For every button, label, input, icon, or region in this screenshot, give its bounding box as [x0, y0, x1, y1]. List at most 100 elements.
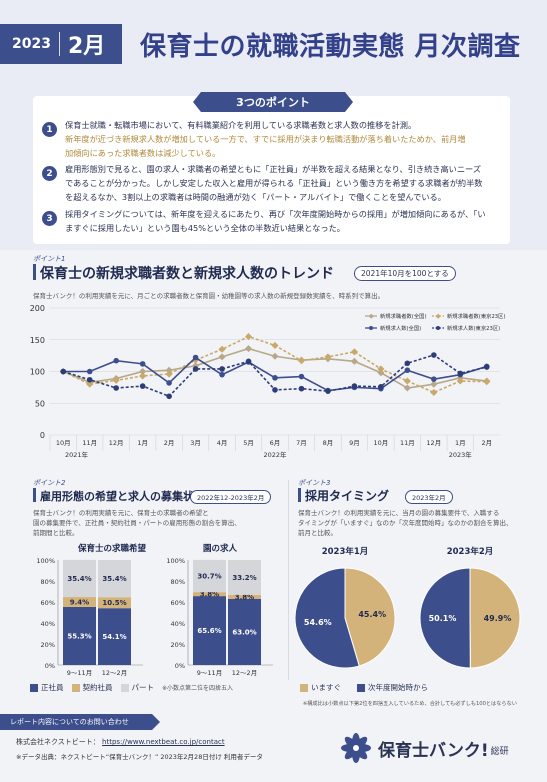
- x-tick-label: 12〜2月: [232, 669, 257, 677]
- bar-segment: [193, 592, 226, 597]
- data-point: [403, 384, 411, 392]
- pie-slice: [469, 567, 521, 669]
- year-label: 2023年: [449, 450, 473, 459]
- y-tick-label: 80%: [171, 578, 185, 586]
- section3-label: ポイント3: [298, 479, 331, 487]
- data-point: [431, 376, 437, 382]
- section3-title: 採用タイミング: [305, 489, 390, 503]
- section1-description: 保育士バンク！の利用実績を元に、月ごとの求職者数と保育園・幼稚園等の求人数の新規…: [33, 292, 385, 300]
- section2-title: 雇用形態の希望と求人の募集状況: [40, 490, 205, 503]
- point-line: を超えるなか、3割以上の求職者は時間の融通が効く「パート・アルバイト」で働くこと…: [65, 192, 446, 202]
- data-point: [219, 366, 225, 372]
- x-tick-label: 5月: [243, 439, 254, 447]
- section1-label: ポイント1: [33, 255, 66, 263]
- x-tick-label: 2月: [164, 439, 175, 447]
- description-line: 前期間と比較。: [33, 529, 79, 537]
- bar-segment: [228, 594, 261, 599]
- data-point: [245, 358, 252, 365]
- y-tick-label: 100: [30, 368, 45, 377]
- bar-chart-title: 保育士の求職希望: [77, 543, 147, 554]
- legend-swatch: [300, 683, 308, 692]
- pie-slice: [294, 567, 360, 669]
- data-point: [192, 354, 199, 361]
- data-point: [403, 377, 411, 385]
- legend-label: 次年度開始時から: [368, 683, 428, 692]
- pie-value-label: 54.6%: [304, 618, 332, 627]
- x-tick-label: 12〜2月: [102, 669, 127, 677]
- data-point: [483, 364, 490, 370]
- data-point: [219, 371, 225, 378]
- x-tick-label: 11月: [400, 439, 415, 447]
- bar-segment: [193, 596, 226, 665]
- data-point: [377, 365, 385, 373]
- section2-pill: 2022年12-2023年2月: [190, 490, 272, 504]
- points-tag: 3つのポイント: [193, 92, 353, 112]
- data-point: [244, 345, 253, 353]
- y-tick-label: 150: [30, 336, 45, 345]
- legend-marker: [436, 326, 440, 330]
- x-tick-label: 9〜11月: [197, 669, 222, 677]
- y-tick-label: 0%: [45, 662, 55, 670]
- logo-subtext: 総研: [490, 746, 509, 757]
- data-point: [272, 375, 278, 381]
- section3-bar: [298, 488, 301, 502]
- data-point: [60, 368, 67, 375]
- bar-segment: [98, 608, 131, 665]
- trend-line-chart: 0 50 100 150 200 10月 11月 12月 1月 2月 3月 4月 5月 6月 7月 8月 9月 1…: [30, 304, 506, 459]
- data-point: [271, 341, 279, 350]
- data-point: [139, 367, 147, 376]
- data-point: [430, 388, 438, 396]
- point-line: 新年度が近づき新規求人数が増加している一方で、すでに採用が決まり転職活動が落ち着…: [65, 134, 466, 144]
- bar-value-label: 9.4%: [70, 599, 89, 607]
- point-line: 採用タイミングについては、新年度を迎えるにあたり、再び「次年度開始時からの採用」…: [65, 209, 486, 219]
- data-point: [165, 366, 173, 374]
- contact-link[interactable]: https://www.nextbeat.co.jp/contact: [102, 738, 225, 746]
- y-tick-label: 20%: [41, 641, 55, 649]
- year-label: 2021年: [65, 450, 89, 459]
- points-box: [33, 96, 510, 244]
- company-name: 株式会社ネクストビート：: [16, 738, 100, 746]
- bar-value-label: 54.1%: [102, 633, 126, 641]
- bar-segment: [63, 606, 96, 665]
- pie-value-label: 50.1%: [429, 614, 457, 623]
- section1-bar: [33, 264, 36, 280]
- data-point: [272, 387, 278, 393]
- x-tick-label: 12月: [109, 439, 124, 447]
- data-point: [298, 373, 305, 380]
- year-label: 2022年: [263, 450, 287, 459]
- column-divider: [288, 480, 289, 680]
- bar-value-label: 65.6%: [197, 627, 221, 635]
- date-badge: 2023 2月: [0, 24, 122, 64]
- data-point: [298, 385, 305, 392]
- y-tick-label: 100%: [166, 557, 185, 565]
- legend-marker: [435, 313, 441, 319]
- point-item-3: 3 採用タイミングについては、新年度を迎えるにあたり、再び「次年度開始時からの採…: [42, 207, 502, 235]
- point-number: 2: [42, 166, 57, 181]
- legend-swatch: [71, 683, 80, 692]
- legend-swatch: [30, 683, 38, 692]
- data-point: [165, 370, 173, 378]
- bar-chart-title: 園の求人: [203, 543, 238, 554]
- legend-label: パート: [131, 683, 155, 692]
- bar-note: ※小数点第二位を四捨五入: [162, 685, 234, 692]
- x-tick-label: 11月: [82, 439, 97, 447]
- data-point: [325, 388, 331, 394]
- data-point: [166, 393, 172, 400]
- data-point: [86, 368, 93, 375]
- x-tick-label: 4月: [217, 439, 228, 447]
- legend-label: 新規求職者数(全国): [380, 312, 427, 320]
- data-point: [431, 352, 437, 358]
- point-item-1: 1 保育士就職・転職市場において、有料職業紹介を利用している求職者数と求人数の推…: [42, 118, 502, 160]
- section2-bar: [33, 488, 36, 502]
- description-line: 保育士バンク！の利用実績を元に、保育士の求職者の希望と: [33, 509, 209, 517]
- y-tick-label: 200: [30, 304, 45, 313]
- bar-legend: 正社員 契約社員 パート ※小数点第二位を四捨五入: [30, 682, 233, 693]
- logo-text: 保育士バンク!: [378, 740, 489, 761]
- data-point: [139, 361, 146, 367]
- data-point: [350, 348, 358, 356]
- data-point: [430, 380, 438, 388]
- employment-bar-charts: 保育士の求職希望 100% 80% 60% 40% 20% 0% 55.3% 9.4% 35.4%…: [36, 543, 273, 677]
- data-point: [271, 352, 279, 360]
- section3-pill: 2023年2月: [405, 490, 453, 504]
- point-line: 保育士就職・転職市場において、有料職業紹介を利用している求職者数と求人数の推移を…: [65, 120, 417, 130]
